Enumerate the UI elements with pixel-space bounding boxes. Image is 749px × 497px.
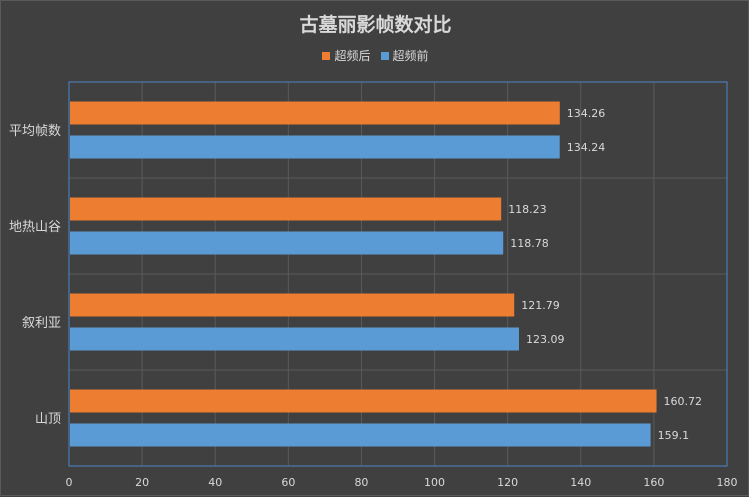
bar-0-0	[70, 101, 560, 125]
legend-item-series-1: 超频前	[380, 47, 429, 64]
x-tick-label: 0	[66, 476, 73, 489]
legend-swatch-series-0	[322, 51, 331, 60]
bar-2-1	[70, 327, 519, 351]
bar-2-0	[70, 293, 515, 317]
bar-0-1	[70, 135, 560, 159]
legend-label-series-1: 超频前	[392, 49, 429, 63]
data-label-0-1: 134.24	[567, 141, 606, 154]
category-label-3: 山顶	[35, 412, 61, 427]
chart-title: 古墓丽影帧数对比	[299, 14, 452, 36]
bar-1-1	[70, 231, 504, 255]
x-tick-label: 120	[497, 476, 518, 489]
x-tick-label: 100	[424, 476, 445, 489]
legend-label-series-0: 超频后	[334, 49, 371, 63]
category-label-0: 平均帧数	[9, 124, 61, 139]
category-label-2: 叙利亚	[22, 316, 61, 331]
data-label-3-0: 160.72	[664, 395, 703, 408]
x-tick-label: 180	[717, 476, 738, 489]
data-label-2-1: 123.09	[526, 333, 565, 346]
legend-item-series-0: 超频后	[322, 47, 371, 64]
category-label-1: 地热山谷	[9, 220, 61, 235]
data-label-2-0: 121.79	[521, 299, 560, 312]
legend-swatch-series-1	[380, 51, 389, 60]
x-tick-label: 60	[281, 476, 295, 489]
x-tick-label: 140	[570, 476, 591, 489]
x-tick-label: 40	[208, 476, 222, 489]
bar-1-0	[70, 197, 502, 221]
legend: 超频后 超频前	[1, 47, 749, 64]
bar-3-0	[70, 389, 657, 413]
x-tick-label: 160	[643, 476, 664, 489]
data-label-1-0: 118.23	[508, 203, 546, 216]
bar-3-1	[70, 423, 651, 447]
data-label-0-0: 134.26	[567, 107, 606, 120]
x-tick-label: 20	[135, 476, 149, 489]
data-label-1-1: 118.78	[510, 237, 549, 250]
data-label-3-1: 159.1	[658, 429, 690, 442]
x-tick-label: 80	[354, 476, 368, 489]
plot-area-border	[68, 81, 728, 467]
